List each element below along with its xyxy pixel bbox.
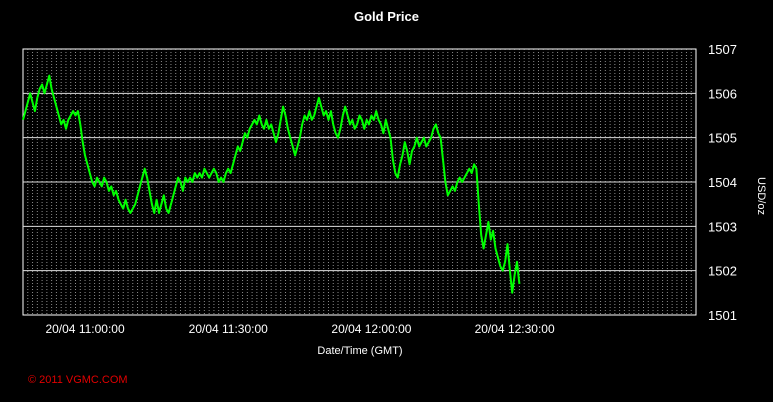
series-line-gold-price bbox=[22, 74, 521, 294]
y-tick-label: 1503 bbox=[708, 219, 737, 234]
series-layer bbox=[22, 74, 521, 294]
y-tick-label: 1501 bbox=[708, 308, 737, 323]
y-tick-label: 1505 bbox=[708, 131, 737, 146]
x-tick-label: 20/04 12:30:00 bbox=[475, 322, 555, 336]
copyright-notice: © 2011 VGMC.COM bbox=[28, 374, 128, 386]
y-tick-label: 1506 bbox=[708, 86, 737, 101]
x-tick-label: 20/04 11:00:00 bbox=[45, 322, 125, 336]
chart-title: Gold Price bbox=[353, 9, 420, 24]
x-tick-label: 20/04 11:30:00 bbox=[189, 322, 269, 336]
y-tick-label: 1504 bbox=[708, 175, 737, 190]
x-tick-label: 20/04 12:00:00 bbox=[331, 322, 411, 336]
y-axis-label: USD/oz bbox=[754, 177, 767, 215]
x-axis-label: Date/Time (GMT) bbox=[317, 345, 403, 357]
y-tick-label: 1507 bbox=[708, 42, 737, 57]
y-tick-label: 1502 bbox=[708, 264, 737, 279]
x-tick-labels: 20/04 11:00:00 20/04 11:30:00 20/04 12:00:… bbox=[45, 322, 555, 336]
y-tick-labels: 1501 1502 1503 1504 1505 1506 1507 bbox=[708, 42, 737, 323]
horizontal-grid bbox=[23, 92, 696, 272]
